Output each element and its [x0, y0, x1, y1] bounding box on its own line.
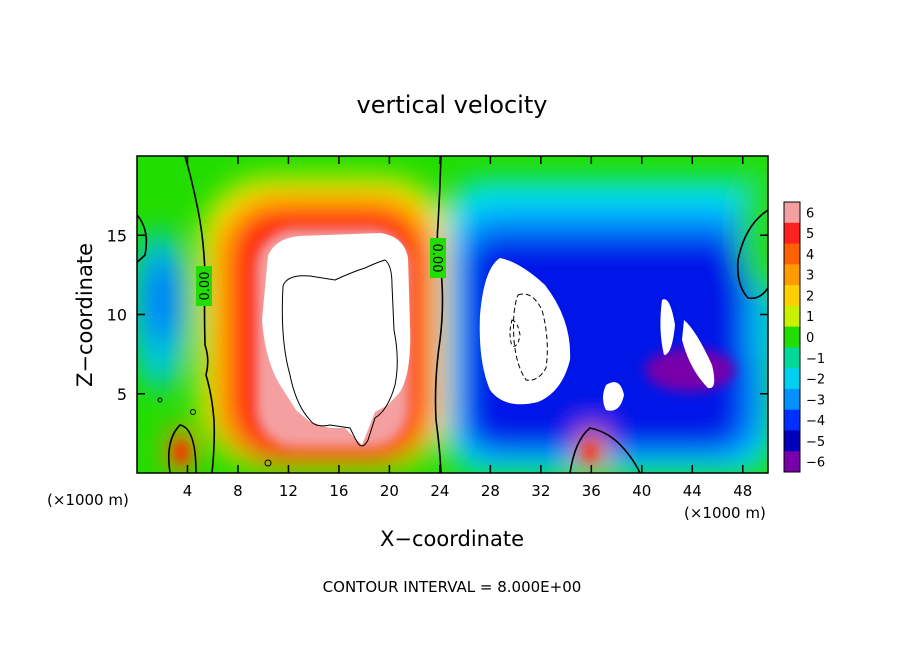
- downdraft-white-spot-1: [603, 382, 624, 411]
- zero-contour-left: [184, 156, 216, 473]
- colorbar-tick-label: −2: [806, 373, 825, 388]
- colorbar-swatch: [784, 368, 800, 390]
- right-edge-cyan: [750, 290, 768, 370]
- downdraft-inner-contour: [513, 293, 548, 381]
- plot-area: 0.00 0.00: [137, 156, 768, 473]
- colorbar-swatch: [784, 451, 800, 473]
- colorbar-tick-label: 3: [806, 269, 814, 284]
- x-unit-left: (×1000 m): [47, 491, 129, 509]
- colorbar-swatch: [784, 388, 800, 411]
- small-contour-3: [157, 397, 163, 403]
- zero-contour-bottom: [569, 427, 641, 473]
- y-tick-label: 10: [107, 306, 127, 325]
- colorbar-tick-label: −6: [806, 456, 825, 471]
- colorbar-swatch: [784, 222, 800, 245]
- colorbar-tick-label: −5: [806, 435, 825, 450]
- contour-label-text-2: 0.00: [429, 244, 444, 273]
- y-tick-label: 5: [117, 385, 127, 404]
- y-tick-label: 15: [107, 226, 127, 245]
- x-tick-label: 24: [430, 482, 449, 500]
- contour-lines: [137, 156, 768, 473]
- colorbar-tick-label: 1: [806, 310, 814, 325]
- field-shading: [137, 160, 768, 473]
- contour-label-text-1: 0.00: [198, 272, 213, 301]
- colorbar-swatch: [784, 285, 800, 307]
- colorbar-swatch: [784, 305, 800, 328]
- downdraft-inner-contour-2: [509, 319, 521, 347]
- colorbar-tick-label: 0: [806, 331, 814, 346]
- colorbar-tick-label: 4: [806, 248, 814, 263]
- x-tick-label: 4: [183, 482, 193, 500]
- colorbar-swatch: [784, 409, 800, 431]
- x-tick-label: 20: [380, 482, 399, 500]
- colorbar-swatch: [784, 243, 800, 265]
- x-axis-label: X−coordinate: [380, 527, 524, 551]
- chart-title: vertical velocity: [357, 91, 548, 119]
- zero-contour-left-small: [167, 424, 197, 473]
- colorbar-tick-label: 6: [806, 206, 814, 221]
- colorbar-swatch: [784, 326, 800, 348]
- colorbar-tick-label: 2: [806, 289, 814, 304]
- updraft-inner-contour: [281, 259, 398, 447]
- left-downdraft-core: [146, 255, 178, 345]
- colorbar-swatch: [784, 430, 800, 452]
- updraft-white-core: [262, 233, 411, 445]
- contour-interval-note: CONTOUR INTERVAL = 8.000E+00: [323, 578, 582, 596]
- colorbar-swatch: [784, 264, 800, 286]
- x-tick-label: 32: [531, 482, 550, 500]
- x-tick-label: 12: [279, 482, 298, 500]
- colorbar-tick-label: −4: [806, 414, 825, 429]
- zero-contour-right: [736, 209, 768, 300]
- colorbar-tick-label: −3: [806, 393, 825, 408]
- x-axis: 4 8 12 16 20 24 28 32 36 40 44 48: [183, 156, 752, 500]
- colorbar-tick-label: −1: [806, 352, 825, 367]
- right-edge-green: [738, 160, 768, 300]
- y-axis: 5 10 15: [107, 226, 768, 404]
- x-tick-label: 44: [683, 482, 702, 500]
- x-tick-label: 40: [632, 482, 651, 500]
- colorbar: 6 5 4 3 2 1 0 −1 −2 −3 −4 −5 −6: [783, 201, 825, 473]
- colorbar-swatch: [784, 202, 800, 224]
- zero-contour-mid: [434, 156, 444, 473]
- zero-contour-left-edge: [137, 214, 148, 263]
- small-contour-2: [190, 409, 196, 415]
- contour-label-2: 0.00: [429, 238, 446, 278]
- downdraft-white-spot-3: [682, 320, 715, 389]
- downdraft-white-spot-2: [660, 299, 675, 355]
- colorbar-frame: [783, 201, 801, 473]
- x-tick-label: 8: [233, 482, 243, 500]
- y-axis-label: Z−coordinate: [73, 243, 97, 387]
- downdraft-white-core: [479, 258, 571, 405]
- x-tick-label: 28: [481, 482, 500, 500]
- x-tick-label: 36: [582, 482, 601, 500]
- x-unit-right: (×1000 m): [684, 504, 766, 522]
- low-level-red-left: [174, 440, 188, 464]
- x-tick-label: 48: [733, 482, 752, 500]
- x-tick-label: 16: [329, 482, 348, 500]
- colorbar-tick-label: 5: [806, 227, 814, 242]
- colorbar-swatch: [784, 347, 800, 369]
- contour-label-1: 0.00: [196, 266, 213, 306]
- low-level-red-right: [584, 442, 596, 462]
- inner-contours: [157, 259, 548, 467]
- small-contour-1: [264, 459, 272, 467]
